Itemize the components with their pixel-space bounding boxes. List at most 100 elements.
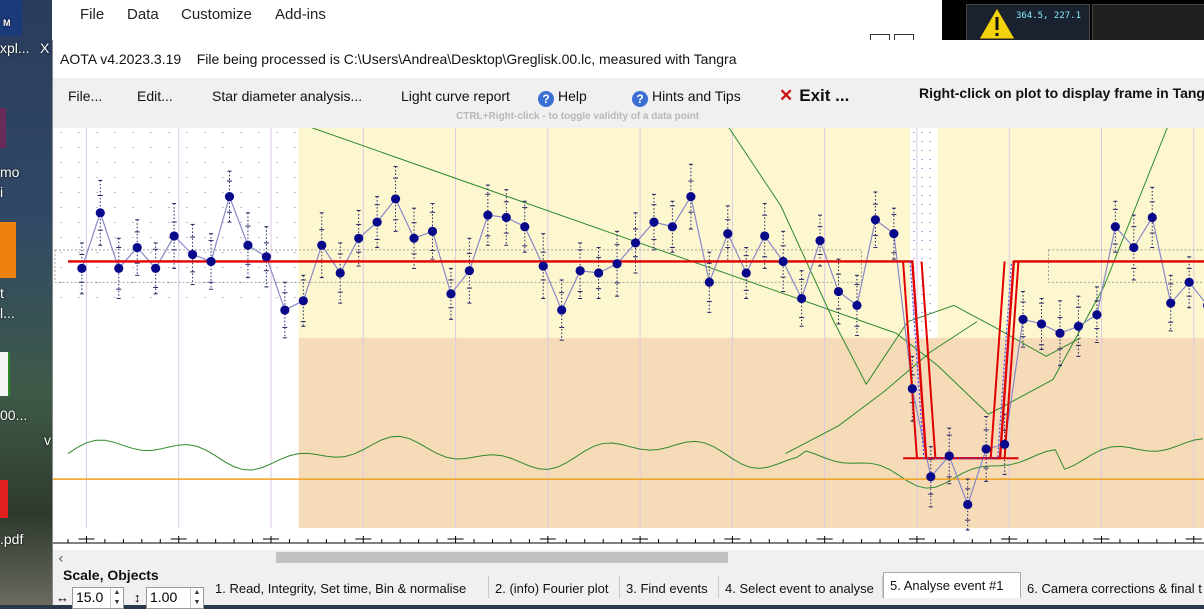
menu-file[interactable]: File — [80, 6, 105, 23]
data-point[interactable] — [593, 268, 604, 278]
data-point[interactable] — [907, 384, 917, 394]
data-point[interactable] — [317, 240, 327, 250]
menu-star-diameter[interactable]: Star diameter analysis... — [212, 88, 363, 104]
scroll-left-icon[interactable]: ‹ — [58, 551, 64, 564]
menu-file[interactable]: File... — [68, 88, 103, 104]
data-point[interactable] — [1073, 321, 1084, 331]
data-point[interactable] — [446, 289, 456, 299]
data-point[interactable] — [390, 194, 401, 204]
data-point[interactable] — [963, 499, 973, 510]
light-curve-plot[interactable]: 5696096496897297698098498899299691009104… — [53, 128, 1204, 564]
tab-4[interactable]: 4. Select event to analyse — [719, 576, 883, 598]
objects-value: 1.00 — [150, 589, 178, 605]
tab-6[interactable]: 6. Camera corrections & final t — [1021, 576, 1204, 598]
data-point[interactable] — [483, 210, 493, 220]
window-control-icon[interactable] — [870, 34, 890, 41]
data-point[interactable] — [760, 231, 770, 241]
orange-app-icon[interactable] — [0, 222, 16, 278]
menu-customize[interactable]: Customize — [181, 6, 252, 23]
data-point[interactable] — [501, 212, 511, 223]
data-point[interactable] — [723, 229, 733, 239]
data-point[interactable] — [1055, 328, 1065, 338]
data-point[interactable] — [833, 286, 844, 297]
data-point[interactable] — [243, 240, 253, 250]
data-point[interactable] — [538, 261, 548, 271]
data-point[interactable] — [667, 222, 678, 232]
pdf-icon[interactable] — [0, 480, 8, 518]
data-point[interactable] — [686, 192, 696, 202]
data-point[interactable] — [335, 268, 345, 278]
tab-1[interactable]: 1. Read, Integrity, Set time, Bin & norm… — [209, 576, 489, 598]
data-point[interactable] — [557, 305, 567, 315]
data-point[interactable] — [1184, 277, 1194, 287]
menu-hints-tips[interactable]: ? Hints and Tips — [632, 88, 741, 107]
data-point[interactable] — [889, 229, 899, 239]
chi2-curve — [785, 321, 978, 455]
data-point[interactable] — [926, 472, 936, 482]
app-icon[interactable] — [0, 0, 22, 36]
spinner-arrows-icon[interactable]: ▲ ▼ — [110, 588, 123, 608]
data-point[interactable] — [427, 226, 438, 236]
data-point[interactable] — [261, 252, 271, 262]
data-point[interactable] — [464, 266, 475, 276]
data-point[interactable] — [169, 231, 179, 241]
menu-help[interactable]: ? Help — [538, 88, 587, 107]
data-point[interactable] — [520, 222, 530, 232]
data-point[interactable] — [741, 268, 751, 278]
aota-window: AOTA v4.2023.3.19 File being processed i… — [52, 40, 1204, 609]
data-point[interactable] — [1110, 222, 1120, 232]
objects-spinner[interactable]: 1.00 ▲ ▼ — [146, 587, 204, 609]
data-point[interactable] — [1018, 314, 1028, 324]
data-point[interactable] — [1092, 310, 1102, 320]
data-point[interactable] — [852, 300, 862, 311]
data-point[interactable] — [114, 263, 124, 273]
tab-3[interactable]: 3. Find events — [620, 576, 719, 598]
scale-spinner[interactable]: 15.0 ▲ ▼ — [72, 587, 124, 609]
data-point[interactable] — [77, 263, 87, 273]
data-point[interactable] — [612, 259, 622, 269]
data-point[interactable] — [298, 296, 308, 306]
menu-add-ins[interactable]: Add-ins — [275, 6, 326, 23]
menu-exit[interactable]: ✕ Exit ... — [779, 86, 849, 106]
data-point[interactable] — [870, 215, 881, 225]
data-point[interactable] — [95, 208, 105, 218]
data-point[interactable] — [649, 217, 659, 227]
scrollbar-thumb[interactable] — [276, 552, 728, 563]
data-point[interactable] — [280, 305, 290, 315]
window-control-icon[interactable] — [894, 34, 914, 41]
data-point[interactable] — [372, 217, 382, 227]
tab-2[interactable]: 2. (info) Fourier plot — [489, 576, 620, 598]
data-point[interactable] — [944, 451, 954, 461]
menu-edit[interactable]: Edit... — [137, 88, 173, 104]
noise-curve — [67, 435, 1204, 489]
spinner-arrows-icon[interactable]: ▲ ▼ — [190, 588, 203, 608]
desktop-label: t — [0, 285, 4, 301]
document-icon[interactable] — [0, 352, 10, 396]
data-point[interactable] — [778, 256, 788, 267]
close-icon: ✕ — [779, 86, 794, 105]
data-point[interactable] — [1147, 212, 1157, 223]
data-point[interactable] — [1166, 298, 1176, 308]
data-point[interactable] — [815, 236, 825, 246]
desktop-icon[interactable] — [0, 108, 6, 148]
menu-exit-label: Exit ... — [799, 86, 850, 105]
data-point[interactable] — [1129, 242, 1139, 253]
data-point[interactable] — [630, 238, 641, 248]
data-point[interactable] — [575, 266, 585, 276]
right-click-hint: Right-click on plot to display frame in … — [919, 85, 1204, 101]
menu-data[interactable]: Data — [127, 6, 159, 23]
menu-light-curve-report[interactable]: Light curve report — [401, 88, 510, 104]
data-point[interactable] — [409, 233, 419, 243]
data-point[interactable] — [206, 256, 216, 267]
data-point[interactable] — [354, 233, 364, 243]
data-point[interactable] — [187, 249, 198, 260]
data-point[interactable] — [981, 444, 991, 454]
tab-5[interactable]: 5. Analyse event #1 — [883, 572, 1021, 598]
data-point[interactable] — [132, 242, 142, 253]
data-point[interactable] — [1000, 439, 1010, 449]
data-point[interactable] — [1036, 319, 1047, 329]
data-point[interactable] — [704, 277, 714, 287]
data-point[interactable] — [151, 263, 161, 273]
data-point[interactable] — [224, 192, 235, 202]
data-point[interactable] — [796, 293, 807, 304]
